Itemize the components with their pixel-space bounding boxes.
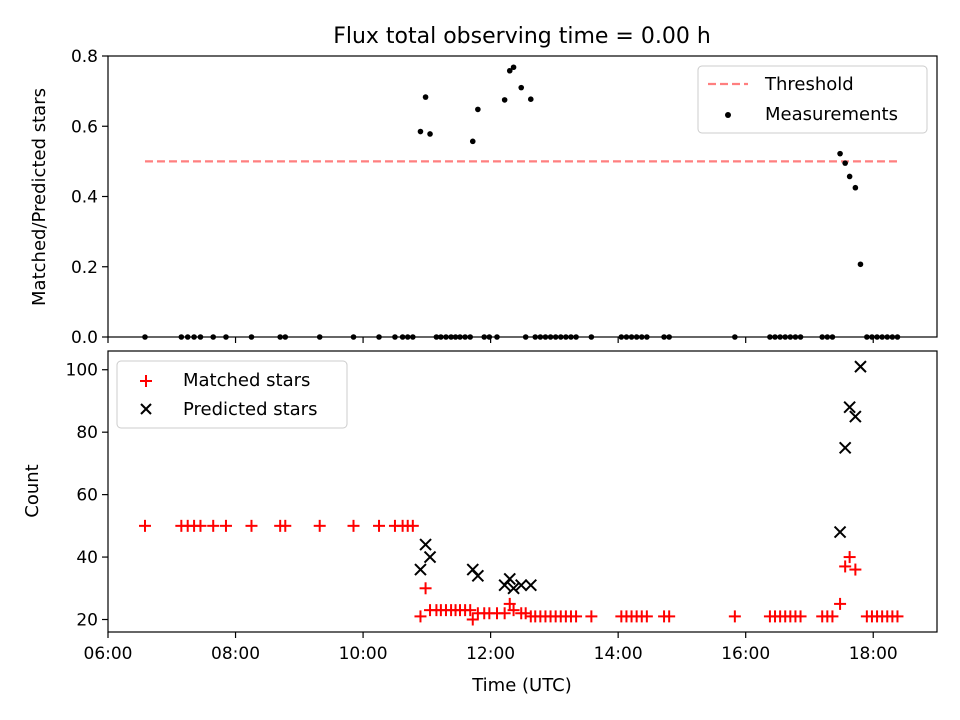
matched-star-point: [498, 607, 511, 620]
bottom-axes-frame: [107, 350, 938, 633]
matched-star-point: [507, 604, 520, 617]
matched-star-point: [891, 610, 904, 623]
matched-star-point: [138, 519, 151, 532]
x-tick-label: 06:00: [84, 644, 133, 664]
bottom-legend: Matched stars Predicted stars: [116, 360, 348, 429]
predicted-star-point: [503, 572, 516, 586]
predicted-star-point: [515, 578, 528, 592]
measurement-point: [475, 106, 481, 113]
x-tick-label: 08:00: [211, 644, 260, 664]
legend-measurements-label: Measurements: [765, 104, 898, 125]
measurement-point: [852, 184, 859, 191]
matched-star-point: [219, 519, 232, 532]
y-tick-label: 0.6: [71, 117, 98, 137]
matched-star-point: [849, 563, 862, 576]
bottom-x-axis-label: Time (UTC): [471, 675, 572, 696]
bottom-legend-box: [116, 360, 348, 429]
matched-star-point: [585, 610, 598, 623]
measurement-point: [527, 96, 534, 103]
matched-star-point: [466, 613, 479, 626]
top-axis-ticks: 0.0 0.2 0.4 0.6 0.8: [71, 47, 874, 348]
matched-star-point: [503, 597, 516, 610]
y-tick-label: 0.4: [71, 188, 98, 208]
matched-star-point: [464, 604, 477, 617]
matched-star-point: [826, 610, 839, 623]
predicted-star-point: [419, 538, 432, 551]
legend-predicted-swatch: [140, 403, 152, 415]
top-axes-frame: [107, 55, 938, 338]
top-subplot: 0.00.20.40.60.8 Matched/Predicted stars …: [29, 47, 938, 348]
predicted-star-point: [507, 582, 520, 595]
matched-star-point: [207, 519, 220, 532]
measurement-point: [510, 64, 517, 71]
bottom-data-marks: [138, 360, 904, 626]
measurement-point: [427, 131, 433, 137]
legend-predicted-label: Predicted stars: [183, 399, 317, 420]
legend-matched-label: Matched stars: [183, 370, 310, 391]
measurement-point: [857, 261, 864, 268]
y-tick-label: 0.0: [71, 328, 98, 348]
matched-star-point: [313, 519, 326, 532]
legend-measurements-swatch: [725, 112, 731, 118]
top-legend-box: [697, 65, 928, 134]
y-tick-label: 20: [76, 611, 98, 631]
measurement-point: [518, 84, 525, 91]
chart-title: Flux total observing time = 0.00 h: [333, 24, 711, 49]
predicted-star-point: [833, 525, 847, 539]
matched-star-point: [347, 519, 360, 532]
bottom-axis-ticks: 20 40 60 80 100 06:00 08:00 10:00 12:00 14:00 16:0…: [66, 361, 898, 664]
predicted-star-point: [471, 569, 485, 583]
measurement-point: [842, 160, 848, 166]
matched-star-point: [570, 610, 583, 623]
measurement-point: [837, 150, 843, 157]
x-tick-label: 12:00: [466, 644, 515, 664]
matched-star-point: [794, 610, 807, 623]
predicted-star-point: [414, 563, 427, 576]
predicted-star-point: [838, 441, 852, 454]
top-y-axis-label: Matched/Predicted stars: [29, 88, 50, 306]
x-tick-label: 16:00: [721, 644, 770, 664]
y-tick-label: 0.8: [71, 47, 98, 67]
bottom-subplot: 20 40 60 80 100 06:00 08:00 10:00 12:00 14:00 16:0…: [22, 350, 938, 696]
top-legend: Threshold Measurements: [697, 65, 928, 134]
y-tick-label: 60: [76, 486, 98, 506]
matched-star-point: [194, 519, 207, 532]
bottom-y-axis-label: Count: [22, 464, 43, 517]
measurement-point: [501, 97, 508, 103]
matched-star-point: [843, 551, 856, 564]
measurement-point: [506, 67, 513, 74]
predicted-star-point: [854, 360, 867, 373]
predicted-star-point: [843, 400, 856, 414]
measurement-point: [846, 173, 853, 180]
matched-star-point: [245, 519, 258, 532]
matched-star-point: [834, 597, 847, 610]
measurement-point: [469, 138, 476, 145]
matched-star-point: [728, 610, 741, 623]
matched-star-point: [279, 519, 292, 532]
x-tick-label: 14:00: [594, 644, 643, 664]
y-tick-label: 100: [66, 361, 98, 381]
matched-star-point: [406, 519, 419, 532]
matched-star-point: [839, 560, 852, 573]
predicted-star-point: [849, 410, 862, 423]
y-tick-label: 0.2: [71, 258, 98, 278]
x-tick-label: 10:00: [339, 644, 388, 664]
y-tick-label: 80: [76, 423, 98, 443]
legend-matched-swatch: [140, 375, 152, 387]
predicted-star-point: [423, 550, 437, 564]
x-tick-label: 18:00: [849, 644, 898, 664]
matched-star-point: [663, 610, 676, 623]
matched-star-point: [640, 610, 653, 623]
y-tick-label: 40: [76, 548, 98, 568]
matched-star-point: [414, 610, 427, 623]
predicted-star-point: [524, 578, 537, 592]
measurement-point: [422, 94, 429, 100]
matched-star-point: [373, 519, 386, 532]
measurement-point: [417, 128, 424, 135]
legend-threshold-label: Threshold: [764, 74, 854, 95]
matched-star-point: [419, 582, 432, 595]
